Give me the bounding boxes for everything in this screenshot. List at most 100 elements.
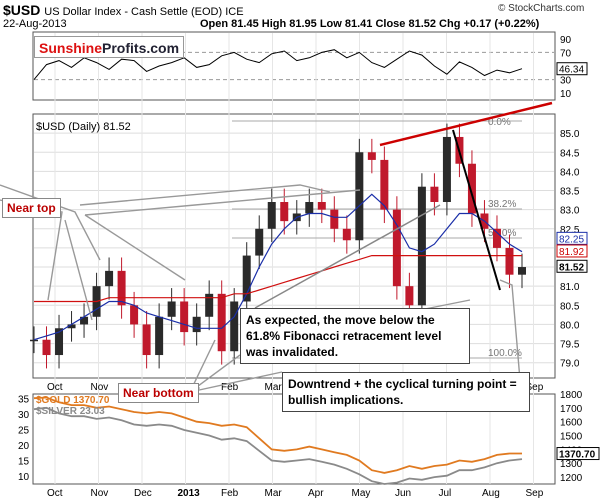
candle-body (430, 186, 439, 202)
price-tick-label: 79.0 (560, 359, 580, 370)
price-last-label: 81.52 (559, 262, 584, 273)
candle-body (255, 228, 264, 256)
near-bottom-label: Near bottom (118, 383, 199, 403)
metals-x-tick: May (352, 488, 371, 499)
candle-body (305, 202, 314, 214)
rsi-tick-label: 10 (560, 89, 572, 100)
candle-body (192, 316, 201, 333)
metals-legend-label: $GOLD 1370.70 (36, 395, 110, 406)
near-top-label: Near top (2, 198, 61, 218)
metals-x-tick: Nov (91, 488, 109, 499)
metals-x-tick: Sep (526, 488, 544, 499)
candle-body (467, 163, 476, 214)
fib-note-line1: As expected, the move below the (246, 313, 435, 327)
metals-x-tick: Mar (265, 488, 283, 499)
candle-body (280, 202, 289, 222)
candle-body (217, 293, 226, 352)
support-line (254, 204, 441, 309)
metals-right-tick: 1200 (560, 473, 583, 484)
candle-body (442, 136, 451, 202)
near-top-text: Near top (7, 201, 56, 215)
ticker-symbol: $USD (3, 2, 41, 18)
metals-x-tick: Dec (134, 488, 152, 499)
candle-body (67, 324, 76, 329)
fib-note-line3: was invalidated. (246, 345, 339, 359)
candle-body (142, 324, 151, 356)
price-last-box (556, 231, 588, 245)
price-tick-label: 83.5 (560, 187, 580, 198)
cycle-note-line1: Downtrend + the cyclical turning point = (288, 377, 517, 391)
price-x-tick: Mar (265, 382, 283, 393)
candle-body (155, 316, 164, 356)
candle-body (342, 228, 351, 241)
logo-part1: Sunshine (39, 40, 103, 56)
price-last-label: 81.92 (559, 247, 584, 258)
metals-right-tick: 1500 (560, 432, 583, 443)
moving-average-200 (34, 255, 522, 303)
fib-level-label: 38.2% (488, 199, 516, 210)
candle-body (380, 159, 389, 210)
rsi-line (33, 49, 523, 80)
ticker-name: US Dollar Index - Cash Settle (EOD) ICE (44, 6, 244, 18)
candle-body (405, 286, 414, 306)
price-tick-label: 81.0 (560, 282, 580, 293)
metals-series-1 (33, 406, 523, 485)
metals-left-tick: 20 (18, 441, 30, 452)
candle-body (518, 267, 526, 275)
price-tick-label: 83.0 (560, 206, 580, 217)
candle-body (55, 328, 64, 356)
metals-legend-label: $SILVER 23.03 (36, 406, 105, 417)
candle-body (167, 301, 176, 317)
metals-left-tick: 10 (18, 472, 30, 483)
fib-level-label: 100.0% (488, 348, 522, 359)
gold-last-value: 1370.70 (559, 450, 596, 461)
price-x-tick: Oct (47, 382, 63, 393)
candle-body (105, 270, 114, 287)
sunshine-profits-logo: SunshineProfits.com (34, 36, 184, 58)
price-last-label: 82.25 (559, 234, 584, 245)
metals-left-tick: 15 (18, 457, 30, 468)
price-last-box (556, 259, 588, 273)
metals-series-0 (33, 396, 522, 474)
price-tick-label: 82.5 (560, 225, 580, 236)
resistance-line (379, 101, 553, 147)
gold-last-box (556, 447, 600, 461)
candle-body (505, 247, 514, 275)
candle-body (242, 255, 251, 302)
ticker-title: $USD US Dollar Index - Cash Settle (EOD)… (3, 2, 244, 18)
metals-left-tick: 30 (18, 410, 30, 421)
near-bottom-text: Near bottom (123, 386, 194, 400)
metals-right-tick: 1800 (560, 390, 583, 401)
price-tick-label: 80.5 (560, 301, 580, 312)
metals-x-tick: Jul (439, 488, 452, 499)
price-x-tick: Feb (221, 382, 239, 393)
metals-left-tick: 35 (18, 395, 30, 406)
candle-body (205, 293, 214, 317)
rsi-last-box (556, 62, 588, 76)
downtrend-line (452, 129, 501, 291)
rsi-last-value: 46.34 (559, 65, 584, 76)
metals-right-tick: 1300 (560, 459, 583, 470)
metals-x-tick: Oct (47, 488, 63, 499)
moving-average-50 (33, 193, 523, 341)
fibonacci-note: As expected, the move below the 61.8% Fi… (240, 308, 470, 364)
candle-body (180, 301, 189, 333)
price-tick-label: 84.5 (560, 148, 580, 159)
candle-body (367, 152, 376, 160)
candle-body (317, 202, 326, 210)
cycle-note: Downtrend + the cyclical turning point =… (282, 372, 530, 412)
watermark: © StockCharts.com (498, 3, 585, 14)
candle-body (492, 228, 501, 248)
metals-x-tick: Aug (482, 488, 500, 499)
candle-body (117, 270, 126, 306)
metals-x-tick: Apr (308, 488, 324, 499)
candle-body (267, 202, 276, 229)
candle-body (130, 305, 139, 325)
metals-left-tick: 25 (18, 426, 30, 437)
candle-body (230, 301, 239, 352)
candle-body (392, 209, 401, 287)
fib-level-label: 50.0% (488, 228, 516, 239)
candle-body (42, 339, 51, 356)
price-tick-label: 80.0 (560, 320, 580, 331)
